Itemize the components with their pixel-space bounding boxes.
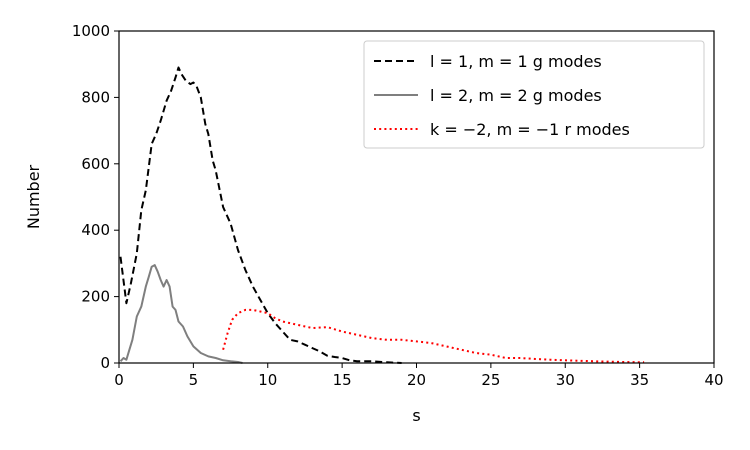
x-tick-label: 20 [407,371,426,389]
x-tick-label: 40 [704,371,723,389]
x-tick-label: 5 [189,371,199,389]
legend-box [363,40,705,149]
x-tick-label: 0 [114,371,124,389]
y-tick-label: 400 [81,221,110,239]
y-tick-label: 600 [81,155,110,173]
x-tick-label: 10 [258,371,277,389]
y-tick-label: 200 [81,288,110,306]
legend-label-1: l = 1, m = 1 g modes [430,52,602,71]
y-tick-label: 800 [81,88,110,106]
legend-label-3: k = −2, m = −1 r modes [430,120,630,139]
series-layer [119,66,645,364]
x-axis-label: s [412,406,420,425]
x-tick-label: 25 [481,371,500,389]
y-tick-label: 1000 [72,22,110,40]
x-tick-label: 35 [630,371,649,389]
legend-label-2: l = 2, m = 2 g modes [430,86,602,105]
y-tick-label: 0 [100,354,110,372]
series-line-1 [119,66,402,364]
x-tick-label: 15 [333,371,352,389]
x-tick-label: 30 [556,371,575,389]
series-line-2 [119,264,243,364]
legend: l = 1, m = 1 g modes l = 2, m = 2 g modes… [363,40,705,149]
y-axis-label: Number [24,164,43,229]
